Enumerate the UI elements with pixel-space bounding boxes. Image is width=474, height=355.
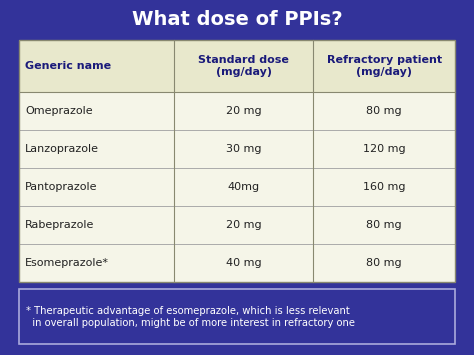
Bar — [19, 40, 455, 282]
Bar — [19, 289, 455, 344]
Text: * Therapeutic advantage of esomeprazole, which is less relevant
  in overall pop: * Therapeutic advantage of esomeprazole,… — [26, 306, 355, 328]
Text: 80 mg: 80 mg — [366, 220, 402, 230]
Text: Generic name: Generic name — [25, 61, 111, 71]
Text: Rabeprazole: Rabeprazole — [25, 220, 94, 230]
Text: 40mg: 40mg — [228, 182, 260, 192]
Text: What dose of PPIs?: What dose of PPIs? — [132, 10, 342, 29]
Text: 20 mg: 20 mg — [226, 220, 261, 230]
Text: Standard dose
(mg/day): Standard dose (mg/day) — [198, 55, 289, 77]
Text: 80 mg: 80 mg — [366, 106, 402, 116]
Text: Lanzoprazole: Lanzoprazole — [25, 144, 99, 154]
Text: 40 mg: 40 mg — [226, 258, 261, 268]
Text: Esomeprazole*: Esomeprazole* — [25, 258, 109, 268]
Text: 80 mg: 80 mg — [366, 258, 402, 268]
Text: 30 mg: 30 mg — [226, 144, 261, 154]
Text: 160 mg: 160 mg — [363, 182, 405, 192]
Text: Pantoprazole: Pantoprazole — [25, 182, 98, 192]
Text: 120 mg: 120 mg — [363, 144, 405, 154]
Bar — [19, 40, 455, 282]
Text: Refractory patient
(mg/day): Refractory patient (mg/day) — [327, 55, 442, 77]
Text: 20 mg: 20 mg — [226, 106, 261, 116]
Bar — [19, 40, 455, 92]
Text: Omeprazole: Omeprazole — [25, 106, 93, 116]
